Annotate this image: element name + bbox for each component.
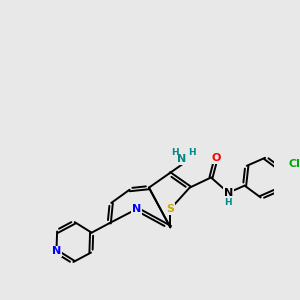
Text: N: N bbox=[52, 246, 61, 256]
Text: N: N bbox=[224, 188, 233, 198]
Text: O: O bbox=[212, 153, 221, 163]
Text: Cl: Cl bbox=[288, 159, 300, 169]
Text: S: S bbox=[166, 204, 174, 214]
Text: H: H bbox=[224, 198, 232, 207]
Text: N: N bbox=[132, 204, 141, 214]
Text: H: H bbox=[188, 148, 196, 157]
Text: H: H bbox=[171, 148, 178, 157]
Text: N: N bbox=[177, 154, 187, 164]
